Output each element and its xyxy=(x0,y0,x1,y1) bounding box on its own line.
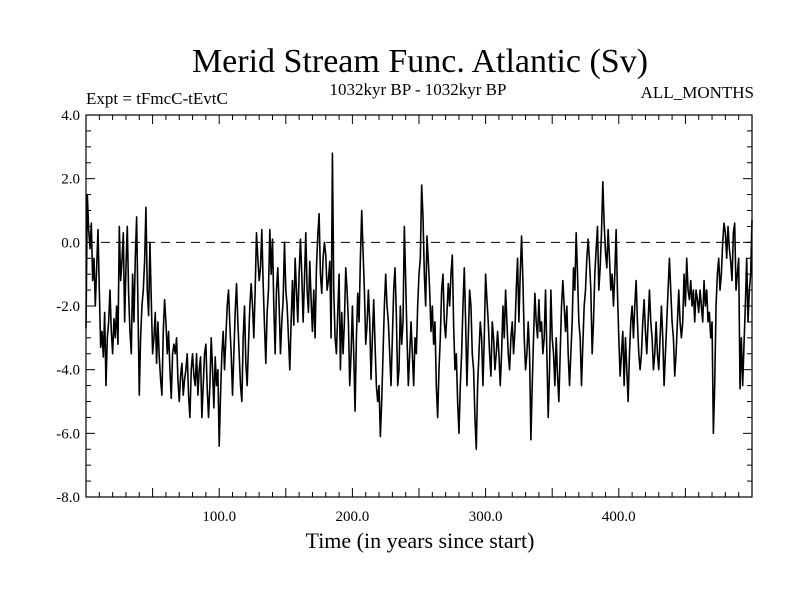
y-tick-label: -8.0 xyxy=(56,490,80,506)
y-tick-label: -6.0 xyxy=(56,426,80,442)
x-tick-label: 100.0 xyxy=(202,509,236,525)
y-tick-label: -2.0 xyxy=(56,299,80,315)
months-label: ALL_MONTHS xyxy=(641,83,754,102)
x-tick-label: 200.0 xyxy=(336,509,370,525)
axis-ticks xyxy=(86,114,752,498)
y-tick-label: -4.0 xyxy=(56,363,80,379)
x-tick-label: 400.0 xyxy=(602,509,636,525)
x-axis-label: Time (in years since start) xyxy=(306,528,535,553)
y-tick-label: 2.0 xyxy=(61,172,80,188)
y-tick-label: 4.0 xyxy=(61,108,80,124)
data-series-line xyxy=(85,152,753,451)
axis-tick-labels: 4.0 2.0 0.0 -2.0 -4.0 -6.0 -8.0 100.0 200.0 300.0… xyxy=(56,108,635,525)
plot-frame xyxy=(85,114,753,498)
x-tick-label: 300.0 xyxy=(469,509,503,525)
experiment-label: Expt = tFmcC-tEvtC xyxy=(86,89,228,108)
y-tick-label: 0.0 xyxy=(61,235,80,251)
period-label: 1032kyr BP - 1032kyr BP xyxy=(330,80,507,99)
chart-title: Merid Stream Func. Atlantic (Sv) xyxy=(192,43,648,80)
